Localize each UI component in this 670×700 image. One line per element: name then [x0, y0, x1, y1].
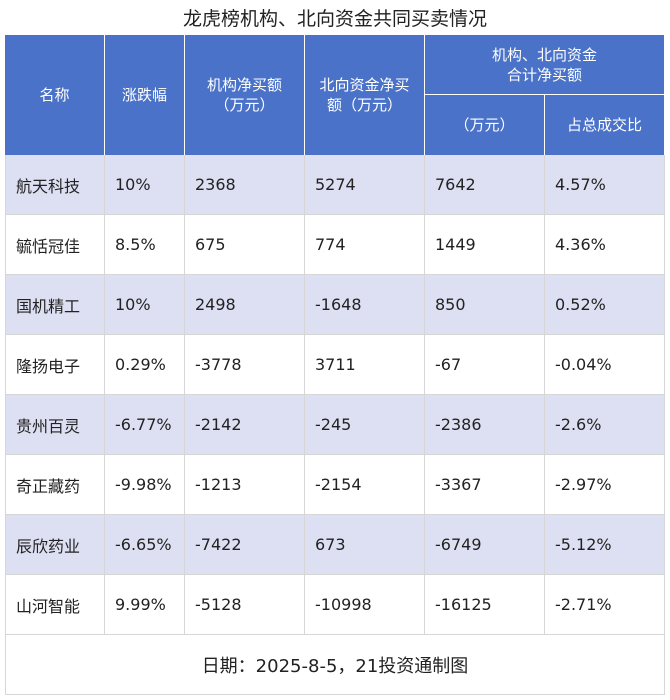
table-cell: -2.71% — [545, 575, 665, 635]
table-cell: 675 — [185, 215, 305, 275]
table-cell: 10% — [105, 155, 185, 215]
table-cell: -16125 — [425, 575, 545, 635]
column-header: 涨跌幅 — [105, 35, 185, 155]
table-cell: -6749 — [425, 515, 545, 575]
table-cell: -5128 — [185, 575, 305, 635]
table-cell: 7642 — [425, 155, 545, 215]
table-cell: -3367 — [425, 455, 545, 515]
table-cell: -3778 — [185, 335, 305, 395]
table-cell: -5.12% — [545, 515, 665, 575]
table-cell: -2142 — [185, 395, 305, 455]
table-cell: -2.97% — [545, 455, 665, 515]
table-cell: 5274 — [305, 155, 425, 215]
column-header: （万元） — [425, 95, 545, 155]
group-header: 机构、北向资金 合计净买额 — [425, 35, 665, 95]
table-cell: -2386 — [425, 395, 545, 455]
table-cell: 850 — [425, 275, 545, 335]
table-cell: -6.65% — [105, 515, 185, 575]
table-cell: -245 — [305, 395, 425, 455]
table-cell: 1449 — [425, 215, 545, 275]
table-cell: 毓恬冠佳 — [5, 215, 105, 275]
table-cell: 航天科技 — [5, 155, 105, 215]
table-cell: 贵州百灵 — [5, 395, 105, 455]
table-cell: -1648 — [305, 275, 425, 335]
table-cell: 8.5% — [105, 215, 185, 275]
table-cell: 774 — [305, 215, 425, 275]
table-cell: -10998 — [305, 575, 425, 635]
table-cell: 10% — [105, 275, 185, 335]
table-cell: 9.99% — [105, 575, 185, 635]
table-cell: -0.04% — [545, 335, 665, 395]
column-header: 名称 — [5, 35, 105, 155]
table-cell: 4.57% — [545, 155, 665, 215]
table-cell: -67 — [425, 335, 545, 395]
column-header: 占总成交比 — [545, 95, 665, 155]
table-cell: 0.29% — [105, 335, 185, 395]
table-cell: 山河智能 — [5, 575, 105, 635]
table-cell: 2498 — [185, 275, 305, 335]
table-cell: 奇正藏药 — [5, 455, 105, 515]
table-cell: -2154 — [305, 455, 425, 515]
table-cell: 3711 — [305, 335, 425, 395]
table-cell: -9.98% — [105, 455, 185, 515]
table-cell: 4.36% — [545, 215, 665, 275]
table-cell: 673 — [305, 515, 425, 575]
table-cell: -6.77% — [105, 395, 185, 455]
column-header: 北向资金净买 额（万元） — [305, 35, 425, 155]
table-cell: -2.6% — [545, 395, 665, 455]
table-cell: 国机精工 — [5, 275, 105, 335]
title: 龙虎榜机构、北向资金共同买卖情况 — [182, 8, 487, 30]
table-cell: -7422 — [185, 515, 305, 575]
column-header: 机构净买额 （万元） — [185, 35, 305, 155]
table-cell: 隆扬电子 — [5, 335, 105, 395]
table-cell: -1213 — [185, 455, 305, 515]
table-cell: 辰欣药业 — [5, 515, 105, 575]
table-cell: 2368 — [185, 155, 305, 215]
table-cell: 0.52% — [545, 275, 665, 335]
footer: 日期：2025-8-5，21投资通制图 — [5, 635, 665, 695]
